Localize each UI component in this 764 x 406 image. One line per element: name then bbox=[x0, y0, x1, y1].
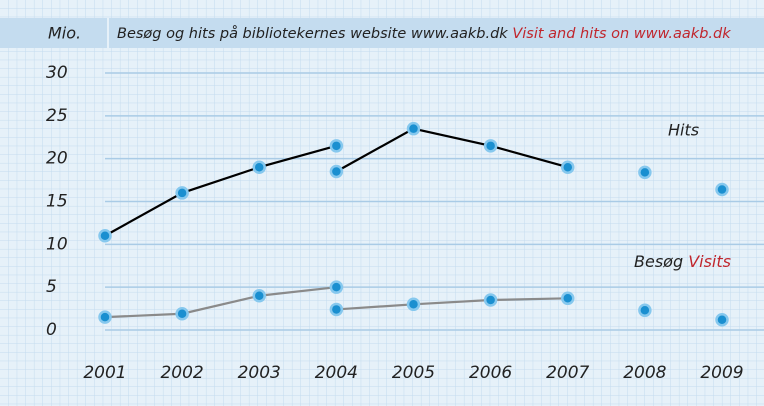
data-point bbox=[638, 165, 652, 180]
series-label-en: Visits bbox=[688, 252, 731, 271]
data-point bbox=[638, 303, 652, 318]
series-label: Besøg Visits bbox=[634, 252, 731, 271]
data-point bbox=[329, 280, 344, 294]
data-point bbox=[175, 306, 189, 321]
x-tick-label: 2007 bbox=[546, 363, 589, 383]
x-tick-label: 2005 bbox=[392, 363, 435, 383]
data-point bbox=[98, 310, 112, 324]
data-point bbox=[715, 182, 729, 197]
x-tick-label: 2003 bbox=[238, 363, 281, 383]
x-tick-label: 2009 bbox=[700, 363, 743, 383]
x-tick-label: 2002 bbox=[160, 363, 203, 383]
data-point bbox=[329, 302, 344, 317]
title-en: Visit and hits on www.aakb.dk bbox=[512, 26, 731, 42]
y-tick-label: 15 bbox=[46, 192, 68, 212]
data-point bbox=[715, 312, 729, 327]
series-label: Hits bbox=[668, 121, 699, 140]
data-point bbox=[98, 229, 112, 243]
y-axis-label: Mio. bbox=[48, 24, 81, 43]
y-tick-label: 5 bbox=[46, 277, 57, 297]
chart-title: Besøg og hits på bibliotekernes website … bbox=[117, 25, 731, 42]
data-point bbox=[329, 164, 344, 179]
y-tick-label: 10 bbox=[46, 234, 68, 254]
x-tick-label: 2008 bbox=[623, 363, 666, 383]
data-point bbox=[252, 160, 266, 174]
y-tick-label: 30 bbox=[46, 63, 68, 83]
data-point bbox=[483, 293, 498, 307]
data-point bbox=[329, 139, 344, 153]
data-point bbox=[406, 121, 421, 136]
data-point bbox=[252, 288, 266, 303]
data-point bbox=[561, 160, 575, 174]
data-point bbox=[561, 291, 575, 306]
x-tick-label: 2006 bbox=[469, 363, 512, 383]
y-tick-label: 0 bbox=[46, 320, 57, 340]
data-point bbox=[406, 297, 421, 312]
x-tick-label: 2004 bbox=[315, 363, 358, 383]
y-tick-label: 20 bbox=[46, 149, 68, 169]
data-point bbox=[175, 186, 189, 200]
title-band bbox=[0, 18, 764, 48]
series-label-da: Besøg bbox=[634, 252, 683, 271]
title-da: Besøg og hits på bibliotekernes website … bbox=[117, 25, 508, 42]
y-tick-label: 25 bbox=[46, 106, 68, 126]
x-tick-label: 2001 bbox=[83, 363, 126, 383]
data-point bbox=[483, 139, 498, 153]
